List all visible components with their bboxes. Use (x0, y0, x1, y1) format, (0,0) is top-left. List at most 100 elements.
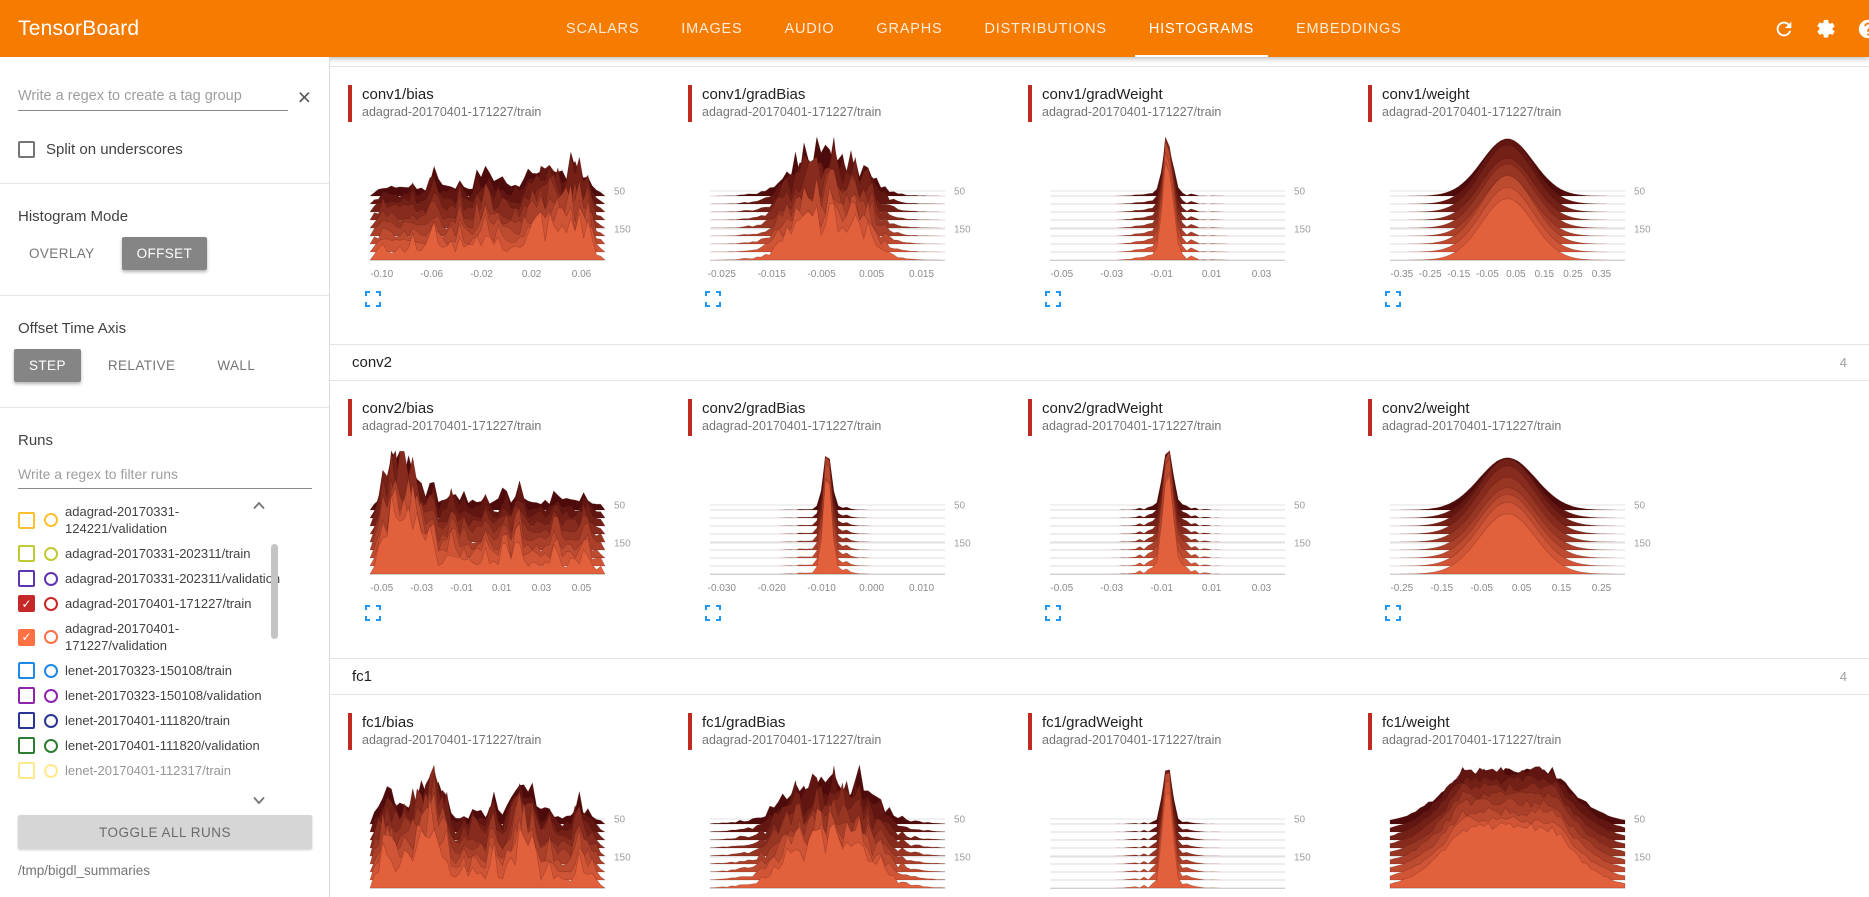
card-run-name: adagrad-20170401-171227/train (1382, 419, 1562, 433)
histogram-chart[interactable]: 50 150 (1042, 762, 1322, 897)
tab-images[interactable]: IMAGES (681, 20, 743, 37)
scroll-down-icon[interactable] (252, 796, 266, 805)
runs-items: adagrad-20170331-124221/validation adagra… (18, 499, 318, 783)
run-checkbox[interactable] (18, 762, 35, 779)
x-axis-tick: 0.35 (1592, 269, 1612, 280)
card-tag-title: conv1/bias (362, 86, 434, 103)
runs-scrollbar[interactable] (271, 544, 278, 639)
help-icon[interactable] (1857, 18, 1869, 40)
split-underscores-checkbox[interactable] (18, 141, 35, 158)
tab-distributions[interactable]: DISTRIBUTIONS (984, 20, 1107, 37)
histogram-card: fc1/gradBias adagrad-20170401-171227/trai… (688, 713, 1028, 897)
card-run-name: adagrad-20170401-171227/train (1382, 105, 1562, 119)
tab-audio[interactable]: AUDIO (784, 20, 835, 37)
histogram-chart[interactable]: 50 150 (362, 762, 642, 897)
run-item[interactable]: ✓ adagrad-20170401-171227/train (18, 591, 318, 616)
axis-relative-button[interactable]: RELATIVE (93, 349, 190, 382)
run-checkbox[interactable] (18, 511, 35, 529)
card-titles: fc1/gradWeight adagrad-20170401-171227/tr… (1042, 713, 1221, 750)
histogram-chart[interactable]: 50 150 -0.35 -0.25 -0.15 -0.05 0.05 0.15 0.25 0.3… (1382, 134, 1662, 286)
section-header-conv2[interactable]: conv2 4 (330, 344, 1869, 381)
x-axis-tick: -0.06 (420, 269, 443, 280)
run-checkbox[interactable]: ✓ (18, 628, 35, 646)
run-checkbox[interactable] (18, 687, 35, 704)
run-item[interactable]: lenet-20170323-150108/validation (18, 683, 318, 708)
scroll-up-icon[interactable] (252, 501, 266, 510)
run-color-circle[interactable] (44, 596, 58, 611)
runs-regex-input[interactable] (18, 461, 312, 489)
axis-wall-button[interactable]: WALL (202, 349, 270, 382)
histogram-chart[interactable]: 50 150 -0.05 -0.03 -0.01 0.01 0.03 (1042, 448, 1322, 600)
x-axis-tick: 0.15 (1535, 269, 1555, 280)
run-color-circle[interactable] (44, 546, 58, 561)
section-count: 4 (1839, 669, 1847, 684)
tab-histograms[interactable]: HISTOGRAMS (1128, 0, 1275, 57)
toggle-all-runs-button[interactable]: TOGGLE ALL RUNS (18, 815, 312, 849)
histogram-chart[interactable]: 50 150 -0.10 -0.06 -0.02 0.02 0.06 (362, 134, 642, 286)
run-item[interactable]: adagrad-20170331-202311/validation (18, 566, 318, 591)
expand-chart-button[interactable] (1384, 290, 1402, 308)
header-icons (1773, 0, 1869, 57)
run-label: adagrad-20170331-124221/validation (65, 504, 180, 536)
run-item[interactable]: adagrad-20170331-124221/validation (18, 499, 318, 541)
run-checkbox[interactable] (18, 545, 35, 562)
tab-graphs[interactable]: GRAPHS (876, 20, 943, 37)
histogram-chart[interactable]: 50 150 (702, 762, 982, 897)
run-color-circle[interactable] (44, 713, 58, 728)
expand-chart-button[interactable] (1384, 604, 1402, 622)
run-color-circle[interactable] (44, 738, 58, 753)
run-checkbox[interactable] (18, 712, 35, 729)
histogram-chart[interactable]: 50 150 (1382, 762, 1662, 897)
run-color-accent (1368, 713, 1372, 750)
run-checkbox[interactable] (18, 662, 35, 679)
run-color-circle[interactable] (44, 688, 58, 703)
run-color-circle[interactable] (44, 763, 58, 778)
histogram-card: fc1/weight adagrad-20170401-171227/train 5… (1368, 713, 1708, 897)
section-header-fc1[interactable]: fc1 4 (330, 658, 1869, 695)
histogram-chart[interactable]: 50 150 -0.05 -0.03 -0.01 0.01 0.03 0.05 (362, 448, 642, 600)
x-axis-tick: -0.03 (1100, 269, 1123, 280)
refresh-icon[interactable] (1773, 18, 1795, 40)
run-checkbox[interactable] (18, 737, 35, 754)
x-axis-tick: 0.03 (532, 583, 552, 594)
x-axis-tick: 0.06 (572, 269, 592, 280)
mode-offset-button[interactable]: OFFSET (121, 237, 208, 270)
run-color-circle[interactable] (44, 663, 58, 678)
run-color-circle[interactable] (44, 630, 58, 644)
run-color-circle[interactable] (44, 571, 58, 586)
tab-scalars[interactable]: SCALARS (566, 20, 640, 37)
run-item[interactable]: ✓ adagrad-20170401-171227/validation (18, 616, 318, 658)
tag-regex-input[interactable] (18, 83, 288, 111)
histogram-card: conv2/gradBias adagrad-20170401-171227/tr… (688, 399, 1028, 622)
run-checkbox[interactable] (18, 570, 35, 587)
clear-tag-filter-icon[interactable]: × (297, 84, 311, 110)
split-on-underscores-row[interactable]: Split on underscores (18, 141, 311, 158)
expand-chart-button[interactable] (1044, 290, 1062, 308)
axis-step-button[interactable]: STEP (14, 349, 81, 382)
card-header: fc1/gradWeight adagrad-20170401-171227/tr… (1028, 713, 1368, 750)
x-axis-tick: -0.05 (1050, 269, 1073, 280)
run-color-circle[interactable] (44, 513, 58, 527)
histogram-chart[interactable]: 50 150 -0.25 -0.15 -0.05 0.05 0.15 0.25 (1382, 448, 1662, 600)
y-axis-tick: 50 (954, 815, 966, 826)
run-item[interactable]: lenet-20170401-111820/validation (18, 733, 318, 758)
run-item[interactable]: lenet-20170401-112317/train (18, 758, 318, 783)
section-divider (330, 57, 1869, 67)
card-tag-title: fc1/bias (362, 714, 414, 731)
histogram-chart[interactable]: 50 150 -0.030 -0.020 -0.010 0.000 0.010 (702, 448, 982, 600)
run-item[interactable]: lenet-20170401-111820/train (18, 708, 318, 733)
expand-chart-button[interactable] (704, 604, 722, 622)
expand-chart-button[interactable] (364, 290, 382, 308)
tab-embeddings[interactable]: EMBEDDINGS (1296, 20, 1402, 37)
run-checkbox[interactable]: ✓ (18, 595, 35, 612)
histogram-chart[interactable]: 50 150 -0.05 -0.03 -0.01 0.01 0.03 (1042, 134, 1322, 286)
expand-chart-button[interactable] (1044, 604, 1062, 622)
settings-icon[interactable] (1815, 18, 1837, 40)
run-item[interactable]: adagrad-20170331-202311/train (18, 541, 318, 566)
y-axis-tick: 50 (1634, 815, 1646, 826)
histogram-chart[interactable]: 50 150 -0.025 -0.015 -0.005 0.005 0.015 (702, 134, 982, 286)
expand-chart-button[interactable] (364, 604, 382, 622)
expand-chart-button[interactable] (704, 290, 722, 308)
run-item[interactable]: lenet-20170323-150108/train (18, 658, 318, 683)
mode-overlay-button[interactable]: OVERLAY (14, 237, 110, 270)
